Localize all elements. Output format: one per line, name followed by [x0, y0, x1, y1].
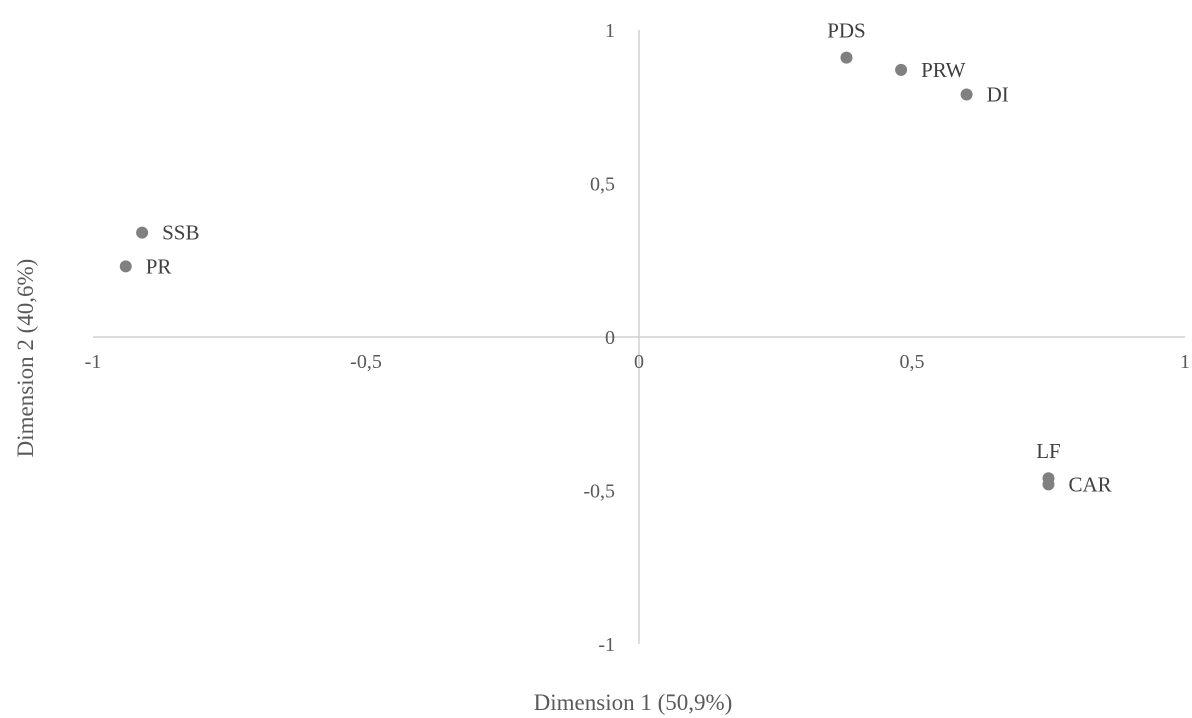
y-axis-title: Dimension 2 (40,6%): [13, 259, 38, 458]
data-point-label: SSB: [162, 221, 199, 245]
y-tick-label: -1: [598, 634, 615, 656]
x-tick-label: 0: [634, 351, 644, 373]
x-tick-label: 0,5: [900, 351, 925, 373]
data-point-label: CAR: [1069, 472, 1112, 496]
x-tick-label: -1: [85, 351, 102, 373]
y-tick-label: 1: [605, 20, 615, 42]
data-point: [895, 63, 908, 76]
data-point: [960, 88, 973, 101]
x-tick-label: -0,5: [350, 351, 382, 373]
data-point: [136, 226, 149, 239]
data-point-label: PDS: [827, 19, 866, 43]
data-points: PDS PRW DI SSB PR LF CAR: [119, 19, 1112, 496]
tick-labels: -1 -0,5 0 0,5 1 -1 -0,5 0 0,5 1: [85, 20, 1190, 656]
data-point: [840, 51, 853, 64]
x-axis-title: Dimension 1 (50,9%): [534, 690, 733, 715]
axes: [93, 30, 1185, 644]
data-point-label: DI: [987, 82, 1009, 106]
data-point-label: PR: [146, 254, 172, 278]
y-tick-label: 0,5: [590, 174, 615, 196]
data-point-label: PRW: [921, 58, 966, 82]
data-point: [1042, 478, 1055, 491]
data-point: [119, 260, 132, 273]
x-tick-label: 1: [1180, 351, 1190, 373]
y-tick-label: 0: [605, 327, 615, 349]
data-point-label: LF: [1036, 439, 1061, 463]
y-tick-label: -0,5: [583, 481, 615, 503]
